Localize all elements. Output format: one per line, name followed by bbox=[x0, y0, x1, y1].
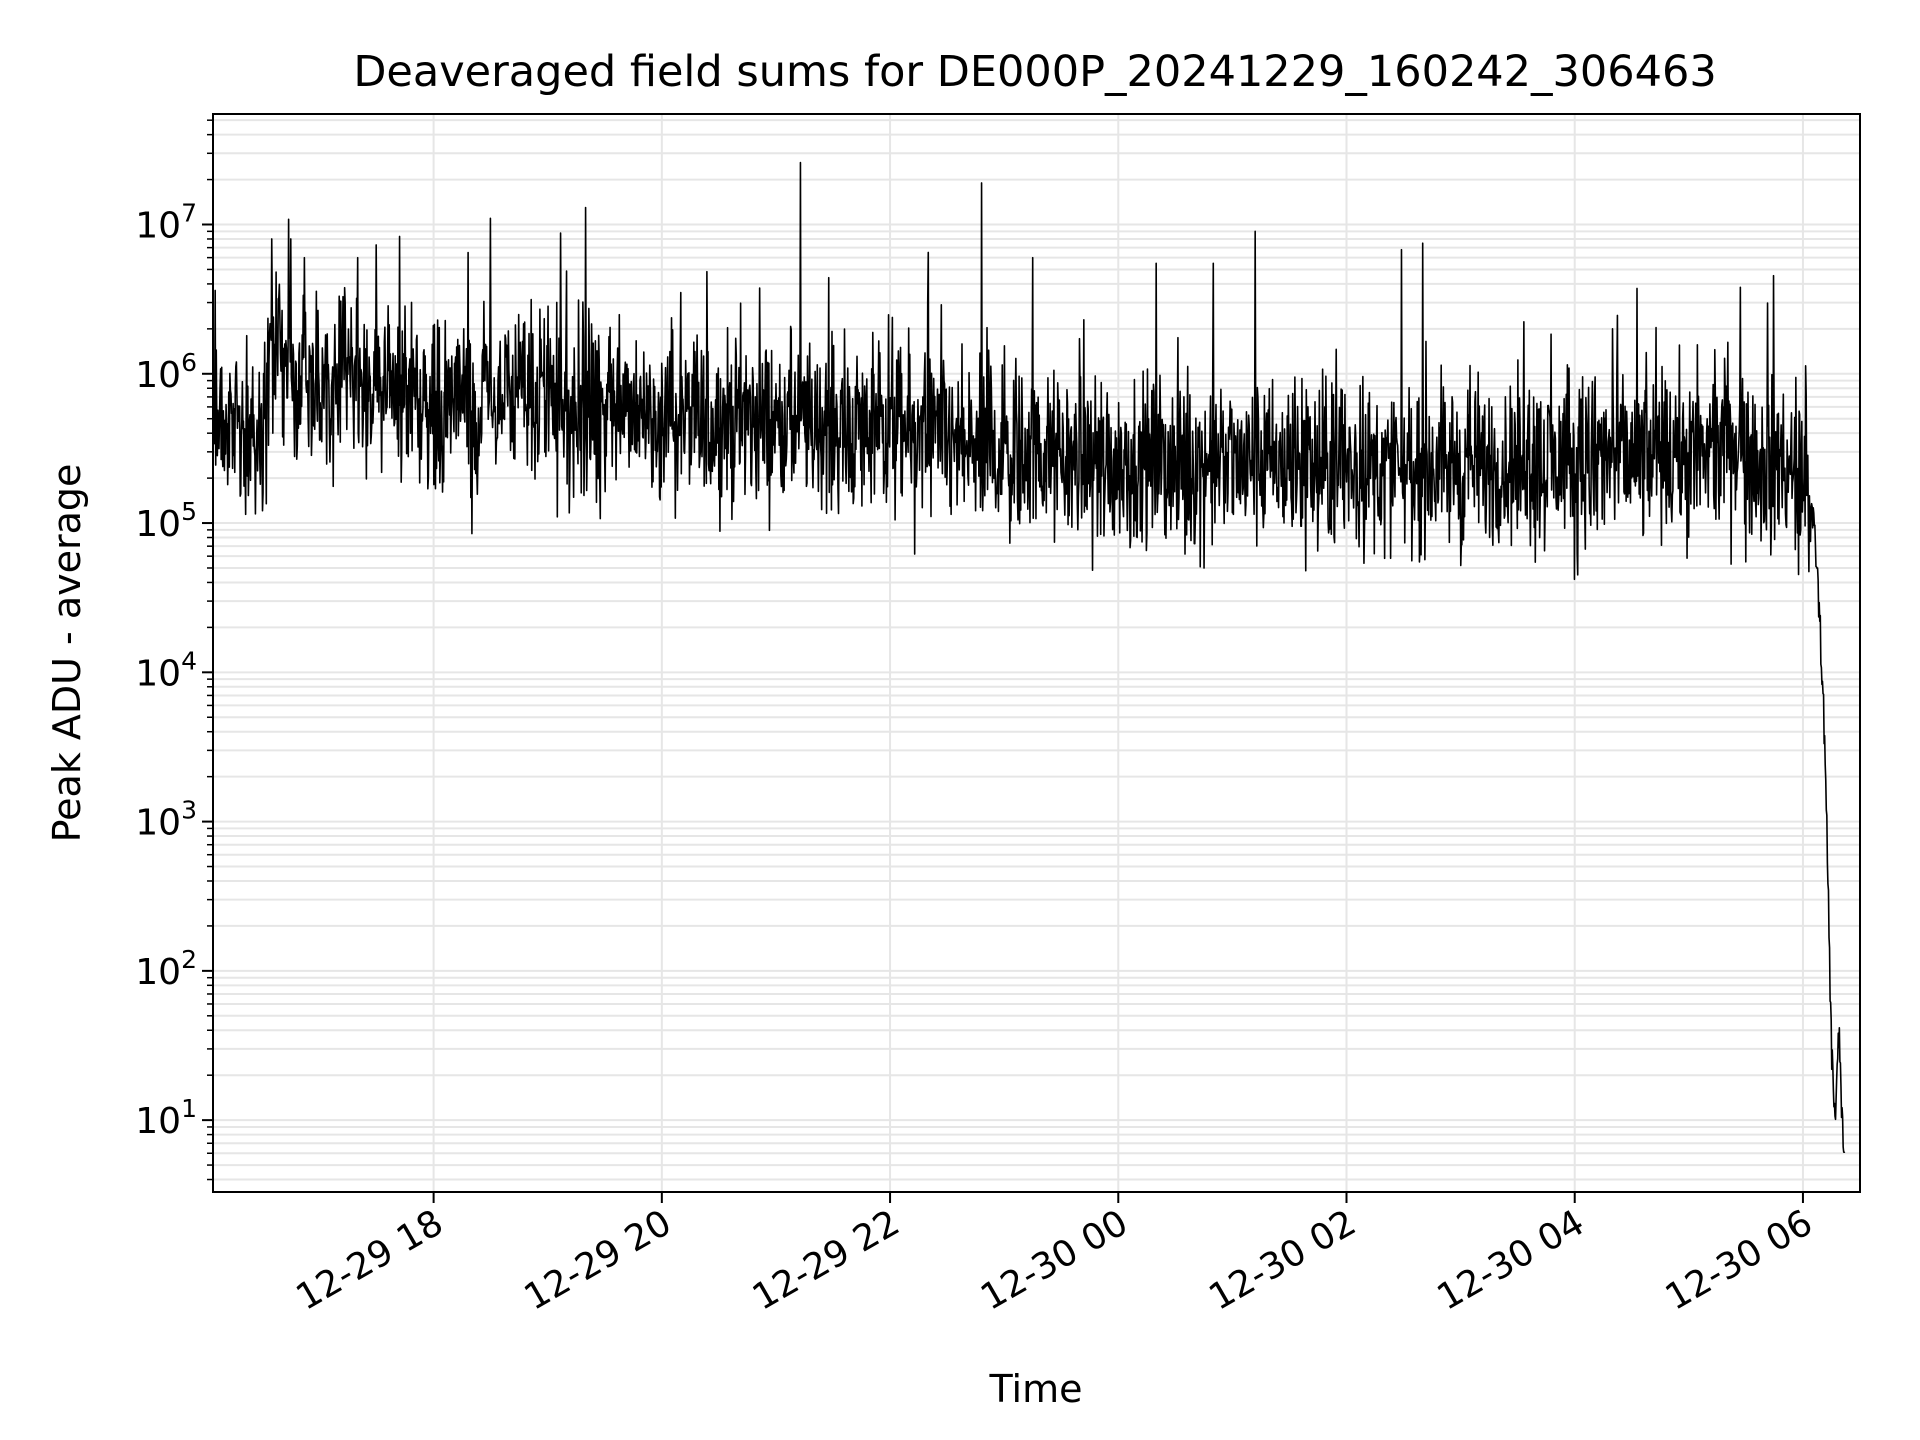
y-tick-label: 106 bbox=[135, 348, 197, 396]
y-tick-base: 10 bbox=[135, 803, 181, 844]
y-tick-label: 104 bbox=[135, 646, 197, 694]
chart-title: Deaveraged field sums for DE000P_2024122… bbox=[353, 47, 1716, 97]
series-line bbox=[212, 161, 1846, 1154]
y-tick-label: 102 bbox=[135, 945, 197, 993]
y-tick-exponent: 5 bbox=[181, 497, 197, 526]
y-tick-exponent: 2 bbox=[181, 945, 197, 974]
plot-frame bbox=[212, 113, 1861, 1193]
y-tick-label: 101 bbox=[135, 1094, 197, 1142]
y-axis-label: Peak ADU - average bbox=[45, 464, 89, 843]
y-tick-base: 10 bbox=[135, 1101, 181, 1142]
y-tick-base: 10 bbox=[135, 355, 181, 396]
y-tick-label: 105 bbox=[135, 497, 197, 545]
y-tick-base: 10 bbox=[135, 206, 181, 247]
y-tick-exponent: 7 bbox=[181, 199, 197, 228]
y-tick-exponent: 4 bbox=[181, 646, 197, 675]
series-layer bbox=[212, 161, 1846, 1154]
plot-area bbox=[213, 114, 1860, 1192]
y-tick-label: 107 bbox=[135, 199, 197, 247]
x-gridlines bbox=[432, 114, 1804, 1192]
x-axis-label: Time bbox=[989, 1367, 1083, 1411]
y-tick-label: 103 bbox=[135, 796, 197, 844]
y-tick-exponent: 1 bbox=[181, 1094, 197, 1123]
y-tick-base: 10 bbox=[135, 653, 181, 694]
y-tick-base: 10 bbox=[135, 952, 181, 993]
y-tick-exponent: 6 bbox=[181, 348, 197, 377]
y-tick-exponent: 3 bbox=[181, 796, 197, 825]
y-tick-base: 10 bbox=[135, 504, 181, 545]
